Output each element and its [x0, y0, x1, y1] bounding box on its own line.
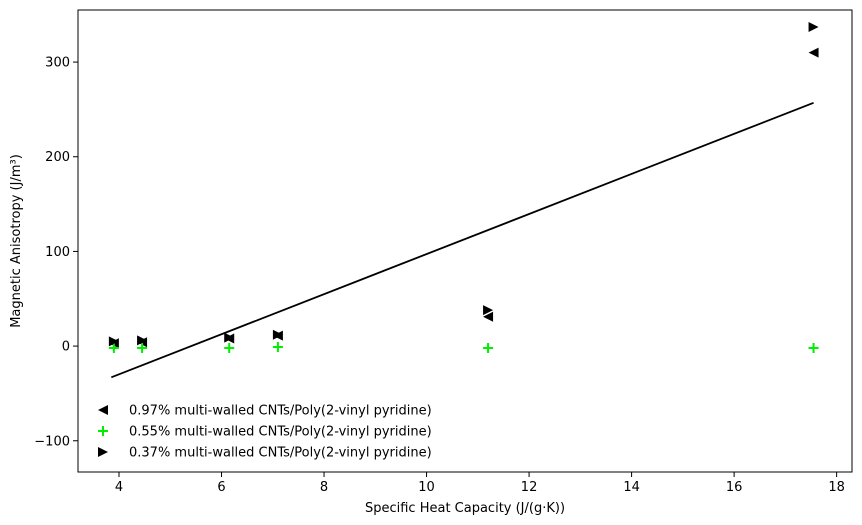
trend-line — [110, 101, 814, 379]
legend-marker-series-2 — [98, 426, 108, 436]
y-axis-label: Magnetic Anisotropy (J/m³) — [9, 154, 24, 328]
x-tick-label: 18 — [828, 480, 845, 495]
data-point-series-2 — [224, 342, 235, 353]
x-tick-label: 12 — [521, 480, 538, 495]
data-point-series-2 — [108, 342, 119, 353]
legend-label-series-1: 0.97% multi-walled CNTs/Poly(2-vinyl pyr… — [129, 404, 432, 419]
data-point-series-3 — [108, 336, 119, 347]
data-point-series-2 — [137, 342, 148, 353]
x-tick-label: 8 — [320, 480, 328, 495]
data-point-series-2 — [483, 342, 494, 353]
data-point-series-1 — [483, 311, 494, 322]
data-point-series-3 — [483, 305, 494, 316]
data-point-series-3 — [224, 332, 235, 343]
data-point-series-3 — [808, 22, 819, 33]
plot-frame — [77, 9, 853, 473]
data-point-series-3 — [137, 335, 148, 346]
x-axis-ticks: 4 6 8 10 12 14 16 18 — [115, 472, 845, 495]
x-tick-label: 6 — [217, 480, 225, 495]
y-tick-label: −100 — [34, 434, 70, 449]
trend-line-group — [110, 101, 814, 379]
y-tick-label: 300 — [45, 56, 70, 71]
x-tick-label: 10 — [418, 480, 435, 495]
legend-marker-series-1 — [98, 405, 108, 415]
legend-label-series-3: 0.37% multi-walled CNTs/Poly(2-vinyl pyr… — [129, 446, 432, 461]
x-tick-label: 4 — [115, 480, 123, 495]
data-markers — [108, 22, 819, 353]
y-tick-label: 0 — [62, 340, 70, 355]
y-axis-ticks: −100 0 100 200 300 — [34, 56, 78, 449]
data-point-series-3 — [272, 329, 283, 340]
legend-marker-series-3 — [98, 447, 108, 457]
data-point-series-2 — [808, 342, 819, 353]
x-axis-label: Specific Heat Capacity (J/(g·K)) — [365, 501, 565, 516]
y-tick-label: 100 — [45, 245, 70, 260]
x-tick-label: 14 — [623, 480, 640, 495]
y-tick-label: 200 — [45, 150, 70, 165]
x-tick-label: 16 — [726, 480, 743, 495]
legend-label-series-2: 0.55% multi-walled CNTs/Poly(2-vinyl pyr… — [129, 425, 432, 440]
legend: 0.97% multi-walled CNTs/Poly(2-vinyl pyr… — [98, 404, 432, 461]
data-point-series-2 — [272, 342, 283, 353]
data-point-series-1 — [808, 47, 819, 58]
